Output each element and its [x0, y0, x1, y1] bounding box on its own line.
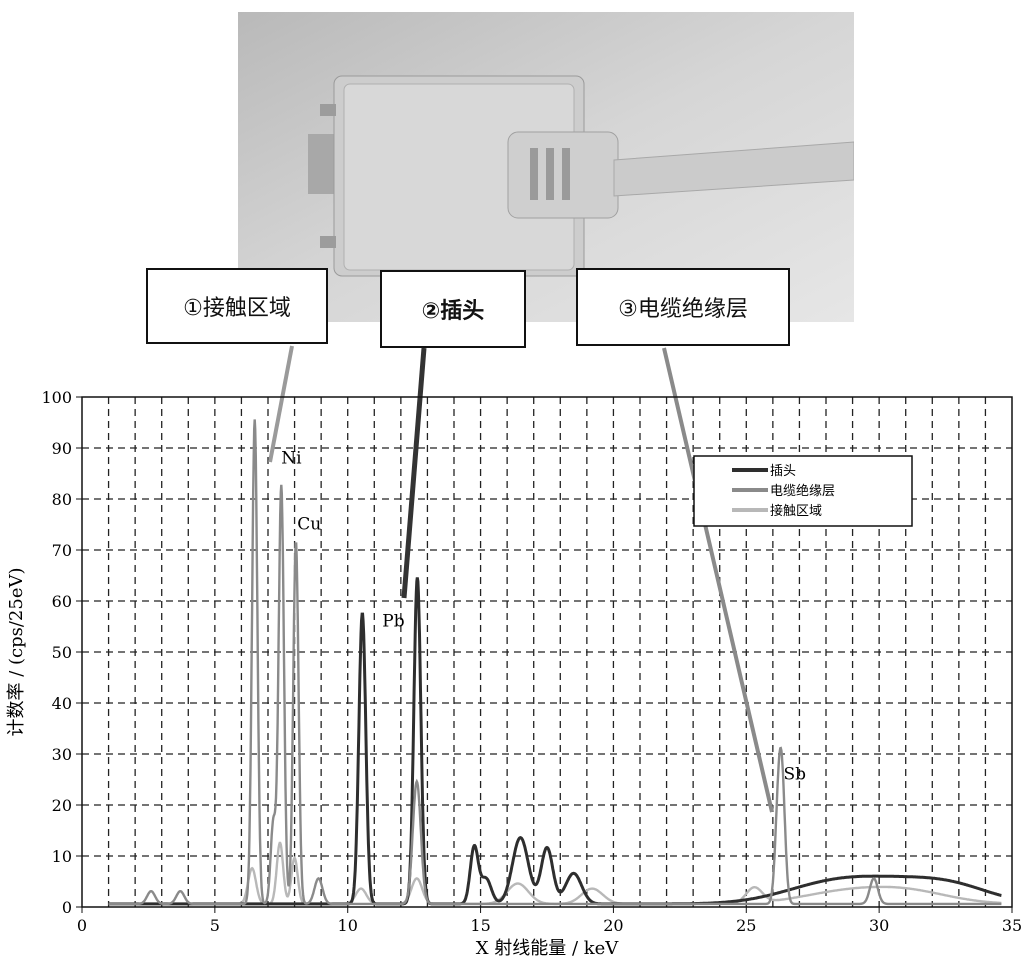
y-tick-label: 30: [52, 745, 72, 764]
y-tick-label: 40: [52, 694, 72, 713]
peak-label: Sb: [783, 765, 806, 785]
callout-plug: ②插头: [380, 270, 526, 348]
y-tick-label: 80: [52, 490, 72, 509]
callout-leader-lines: [268, 345, 774, 813]
y-tick-label: 20: [52, 796, 72, 815]
x-tick-label: 15: [470, 916, 490, 935]
chart-annotations: Ni Cu Pb Sb: [281, 448, 806, 784]
x-axis-label: X 射线能量 / keV: [476, 938, 620, 959]
peak-label: Ni: [281, 448, 302, 468]
x-tick-label: 35: [1002, 916, 1022, 935]
chart-ticks: 0 5 10 15 20 25 30 35 0 10 20 30 40 50 60 70 80 90 100: [41, 388, 1022, 935]
legend-label: 插头: [770, 464, 796, 479]
y-tick-label: 70: [52, 541, 72, 560]
callout-cable-insulation: ③电缆绝缘层: [576, 268, 790, 346]
y-tick-label: 60: [52, 592, 72, 611]
leader-line-plug: [401, 347, 427, 599]
connector-photo: [238, 12, 854, 322]
x-tick-label: 0: [77, 916, 87, 935]
legend-box: [693, 455, 913, 527]
legend-label: 电缆绝缘层: [770, 483, 835, 499]
series-line-1: [108, 419, 1002, 906]
x-tick-label: 25: [736, 916, 756, 935]
chart-series: [108, 419, 1002, 906]
chart-grid: [82, 397, 1012, 907]
y-axis-label: 计数率 / (cps/25eV): [6, 567, 27, 736]
y-tick-label: 10: [52, 847, 72, 866]
y-tick-label: 100: [41, 388, 72, 407]
leader-line-insulation: [662, 347, 774, 813]
series-line-0: [108, 577, 1002, 906]
x-tick-label: 20: [603, 916, 623, 935]
x-tick-label: 5: [210, 916, 220, 935]
peak-label: Pb: [382, 612, 404, 632]
y-tick-label: 90: [52, 439, 72, 458]
y-tick-label: 0: [62, 898, 72, 917]
legend-label: 接触区域: [770, 503, 822, 519]
x-tick-label: 10: [338, 916, 358, 935]
leader-line-contact: [268, 345, 294, 463]
x-tick-label: 30: [869, 916, 889, 935]
callout-contact-area: ①接触区域: [146, 268, 328, 344]
peak-label: Cu: [297, 515, 321, 535]
y-tick-label: 50: [52, 643, 72, 662]
